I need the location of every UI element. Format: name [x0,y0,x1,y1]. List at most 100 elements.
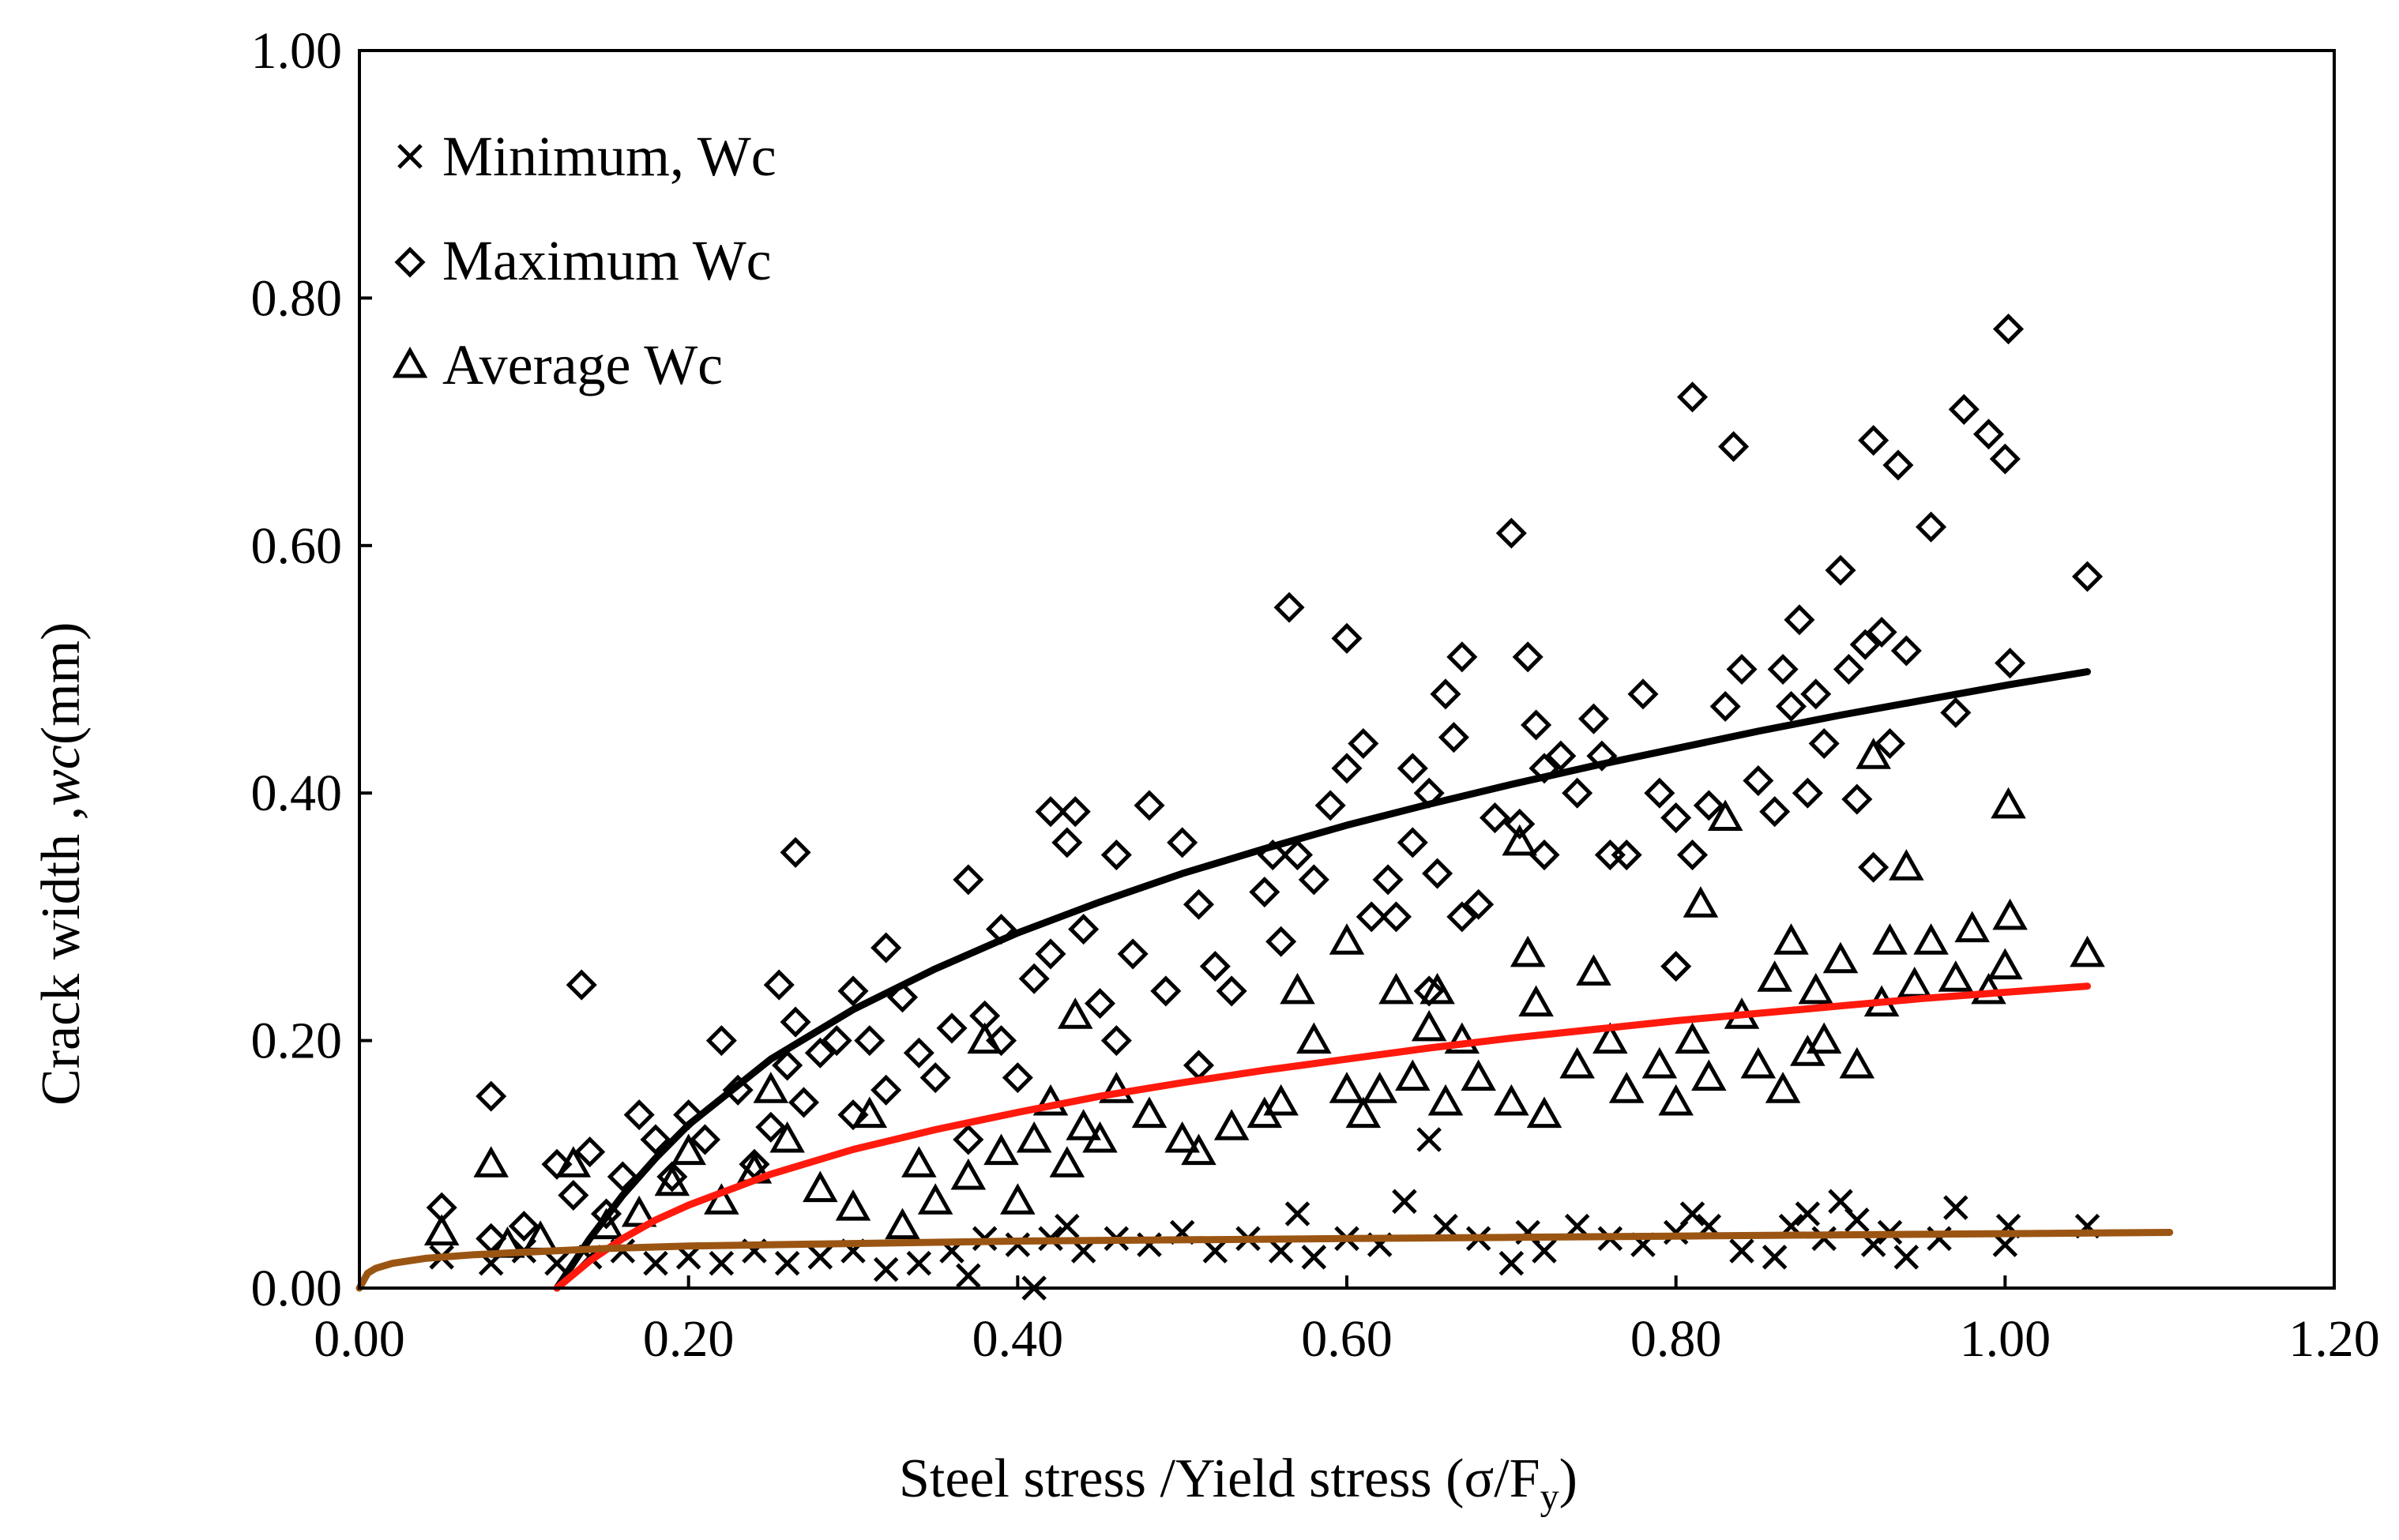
maximum-point [1273,592,1305,623]
average-point [917,1183,953,1215]
maximum-point [1216,975,1247,1007]
average-point [1082,1121,1118,1153]
average-point [753,1072,789,1103]
maximum-point [1430,678,1461,710]
maximum-point [1084,988,1116,1020]
average-point [704,1183,739,1215]
maximum-point [870,1074,902,1106]
legend-item-average: Average Wc [392,333,723,396]
legend-triangle-marker [392,346,428,378]
maximum-point [1314,790,1346,821]
average-point [1518,985,1554,1017]
maximum-point [1117,938,1149,970]
average-point [621,1195,657,1227]
minimum-point [807,1245,833,1270]
y-axis-title-italic: wc [31,745,92,806]
maximum-point [1890,635,1922,667]
maximum-point [1882,449,1914,481]
maximum-point [755,1111,787,1143]
average-point [473,1146,509,1178]
minimum-point [1893,1245,1920,1270]
maximum-point [1995,648,2026,679]
minimum-point [1268,1238,1294,1264]
maximum-point [607,1161,638,1193]
maximum-point [1586,740,1618,772]
average-point [1066,1109,1101,1140]
maximum-point [1380,901,1412,933]
average-point [769,1121,805,1153]
maximum-point [623,1099,655,1131]
maximum-point [1775,690,1807,723]
minimum-point [1498,1250,1525,1276]
maximum-point [1281,839,1314,871]
maximum-point [1833,653,1864,685]
maximum-point [1512,641,1544,673]
y-tick-label: 0.40 [251,764,343,822]
minimum-point [1762,1245,1788,1270]
legend-item-minimum: Minimum, Wc [397,125,776,188]
x-tick-label: 0.00 [314,1310,405,1368]
average-point [1675,1022,1710,1054]
maximum-point [1438,722,1469,753]
average-point [1559,1046,1595,1079]
maximum-point [919,1062,951,1094]
maximum-point [1858,425,1889,456]
minimum-point [956,1263,981,1289]
average-point [1987,948,2023,980]
plot-area [355,314,2174,1301]
maximum-point [772,1050,803,1081]
maximum-point [656,1161,688,1193]
average-point [1502,824,1538,856]
average-point [885,1208,920,1240]
average-point [1411,1009,1447,1042]
minimum-point [709,1250,735,1276]
maximum-point [1545,740,1577,772]
average-point [1592,1022,1628,1054]
minimum-point [1433,1213,1458,1239]
minimum-point [1811,1226,1837,1252]
minimum-point [1844,1208,1870,1233]
maximum-point [689,1124,721,1155]
maximum-point [476,1080,507,1112]
minimum-point [1795,1201,1821,1226]
maximum-point [1577,703,1610,734]
maximum-point [1479,802,1511,834]
maximum-point [1059,796,1091,828]
maximum-point [1562,777,1593,809]
maximum-point [1718,430,1750,462]
maximum-point [1841,783,1873,815]
average-point [1329,923,1365,955]
maximum-point [837,975,869,1007]
minimum-point [774,1250,800,1276]
maximum-point [1298,864,1329,896]
maximum-point [2071,561,2104,592]
minimum-point [1943,1195,1968,1220]
maximum-point [558,1179,589,1211]
y-tick-label: 0.60 [251,517,343,575]
maximum-point [1002,1062,1033,1094]
average-point [1461,1059,1496,1091]
maximum-trend-line [553,668,2091,1292]
maximum-point [1150,975,1182,1007]
average-point [1641,1046,1678,1079]
maximum-point [788,1087,820,1118]
maximum-point [1808,727,1840,760]
maximum-point [1874,727,1906,760]
average-point [1099,1072,1134,1103]
average-point [1378,972,1414,1005]
average-point [1057,997,1093,1029]
average-point [1510,935,1546,967]
average-point [1164,1121,1200,1153]
minimum-point [1055,1213,1080,1239]
maximum-point [1331,622,1363,654]
maximum-point [1611,839,1642,871]
average-point [1872,923,1908,955]
maximum-point [1495,517,1527,549]
maximum-point [1068,914,1100,945]
maximum-point [1100,1025,1132,1057]
x-axis-title: Steel stress /Yield stress (σ/Fy) [899,1448,1577,1518]
maximum-point [1051,827,1083,858]
average-point [1213,1109,1250,1140]
